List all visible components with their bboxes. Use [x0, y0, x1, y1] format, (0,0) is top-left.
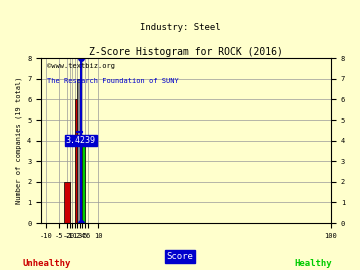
Text: The Research Foundation of SUNY: The Research Foundation of SUNY [47, 78, 179, 84]
Text: ©www.textbiz.org: ©www.textbiz.org [47, 63, 115, 69]
Text: Industry: Steel: Industry: Steel [140, 22, 220, 32]
Bar [77, 79, 80, 223]
Text: 3.4239: 3.4239 [66, 136, 96, 145]
Text: Unhealthy: Unhealthy [23, 259, 71, 268]
Title: Z-Score Histogram for ROCK (2016): Z-Score Histogram for ROCK (2016) [89, 48, 283, 58]
Bar [82, 141, 85, 223]
Text: Score: Score [167, 252, 193, 261]
Bar [64, 182, 69, 223]
Y-axis label: Number of companies (19 total): Number of companies (19 total) [15, 77, 22, 204]
Bar [75, 99, 80, 223]
Text: Healthy: Healthy [294, 259, 332, 268]
